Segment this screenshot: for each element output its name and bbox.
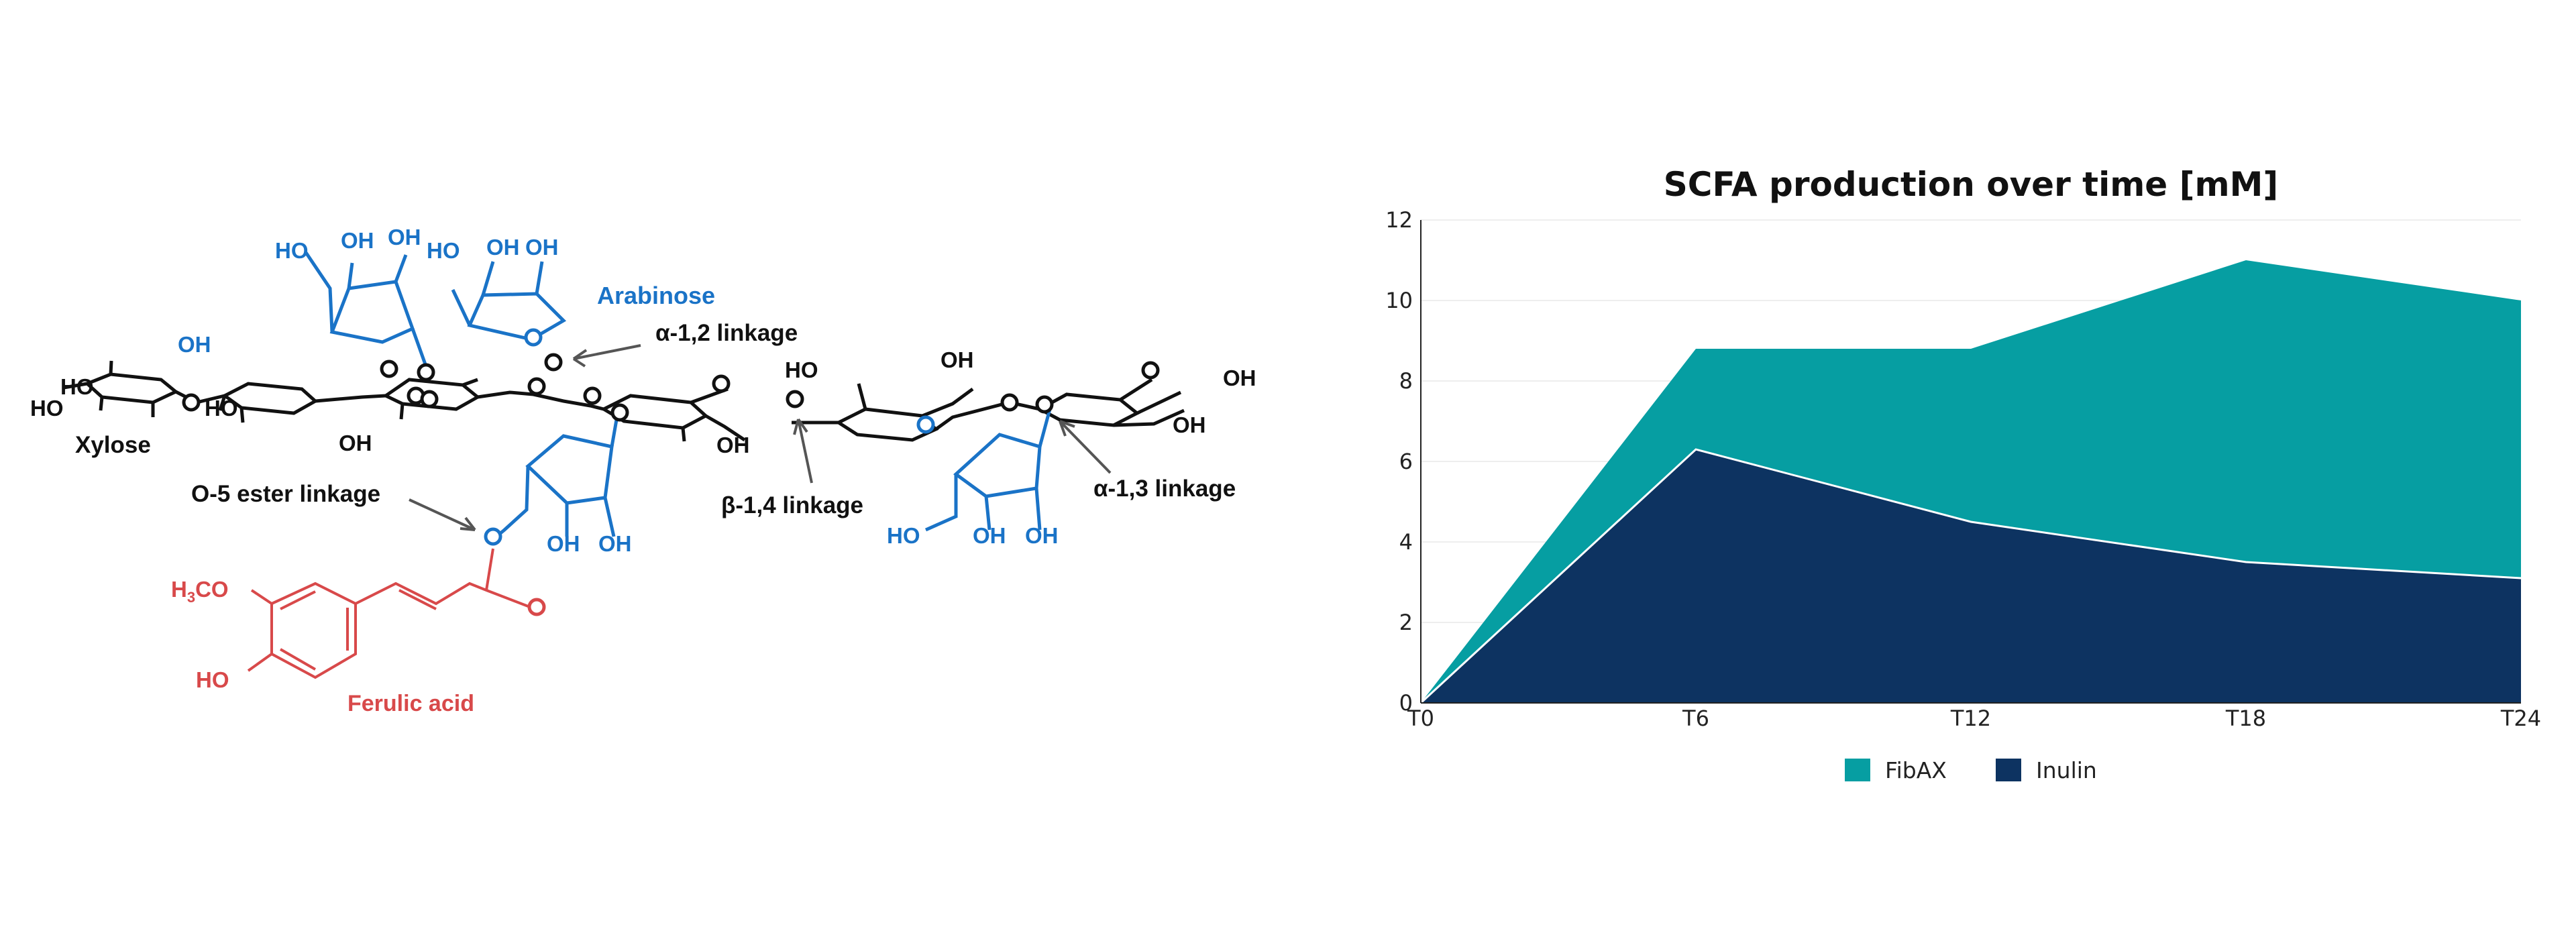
svg-text:HO: HO	[205, 396, 238, 421]
svg-text:OH: OH	[339, 431, 372, 455]
alpha-1-3-linkage-label: α-1,3 linkage	[1093, 476, 1236, 502]
svg-text:H3CO: H3CO	[171, 577, 229, 606]
arrows	[409, 344, 1112, 531]
inulin-boundary-line	[1419, 448, 2522, 704]
y-tick-label: 2	[1399, 610, 1413, 635]
arabinose-branches	[303, 250, 1052, 538]
legend-swatch	[1845, 759, 1870, 781]
y-tick-label: 12	[1385, 207, 1413, 233]
scfa-area-chart: SCFA production over time [mM] 0 2 4 6 8 10 12…	[1385, 165, 2541, 783]
svg-text:OH: OH	[1025, 523, 1059, 548]
area-inulin	[1421, 449, 2521, 703]
chart-title: SCFA production over time [mM]	[1664, 165, 2278, 204]
arabinoxylan-structure-diagram: OH HO OH OH HO OH OH HO HO HO OH HO OH O…	[30, 225, 1256, 716]
arabinose-label: Arabinose	[597, 282, 715, 309]
x-tick-label: T24	[2500, 706, 2541, 731]
svg-text:HO: HO	[275, 238, 309, 263]
chart-legend: FibAX Inulin	[1845, 757, 2097, 783]
chart-axes	[1420, 220, 2521, 704]
svg-text:HO: HO	[196, 667, 229, 692]
legend-label: Inulin	[2036, 757, 2097, 783]
y-tick-label: 6	[1399, 449, 1413, 474]
svg-text:HO: HO	[887, 523, 920, 548]
y-tick-label: 4	[1399, 529, 1413, 555]
y-tick-label: 10	[1385, 288, 1413, 313]
beta-1-4-linkage-label: β-1,4 linkage	[721, 492, 863, 518]
legend-swatch	[1996, 759, 2021, 781]
x-tick-label: T6	[1682, 706, 1709, 731]
y-tick-labels: 0 2 4 6 8 10 12	[1385, 207, 1413, 716]
legend-label: FibAX	[1885, 757, 1947, 783]
svg-text:OH: OH	[388, 225, 421, 250]
svg-text:HO: HO	[30, 396, 64, 421]
y-tick-label: 8	[1399, 368, 1413, 394]
svg-text:OH: OH	[547, 531, 580, 556]
oxygen-atoms	[182, 328, 1160, 616]
x-tick-labels: T0 T6 T12 T18 T24	[1407, 706, 2541, 731]
svg-text:OH: OH	[1173, 412, 1206, 437]
svg-text:OH: OH	[598, 531, 632, 556]
svg-text:OH: OH	[525, 235, 559, 260]
xylose-backbone	[63, 360, 1185, 442]
svg-text:OH: OH	[941, 347, 974, 372]
ferulic-acid-group	[247, 548, 531, 679]
svg-text:OH: OH	[178, 332, 211, 357]
svg-text:OH: OH	[341, 228, 374, 253]
xylose-label: Xylose	[75, 432, 151, 458]
svg-text:OH: OH	[716, 433, 750, 457]
area-fibax	[1421, 260, 2521, 703]
chart-areas	[1419, 260, 2522, 704]
y-tick-label: 0	[1399, 690, 1413, 716]
x-tick-label: T0	[1407, 706, 1434, 731]
alpha-1-2-linkage-label: α-1,2 linkage	[655, 320, 798, 346]
structure-labels: Arabinose Xylose Ferulic acid α-1,2 link…	[75, 282, 1236, 716]
svg-text:HO: HO	[60, 374, 94, 399]
o5-ester-linkage-label: O-5 ester linkage	[191, 481, 380, 507]
svg-text:OH: OH	[486, 235, 520, 260]
svg-text:HO: HO	[427, 238, 460, 263]
x-tick-label: T12	[1950, 706, 1991, 731]
ferulic-acid-label: Ferulic acid	[347, 691, 474, 716]
atom-labels: OH HO OH OH HO OH OH HO HO HO OH HO OH O…	[30, 225, 1256, 692]
svg-text:HO: HO	[785, 357, 818, 382]
svg-text:OH: OH	[973, 523, 1006, 548]
x-tick-label: T18	[2225, 706, 2266, 731]
svg-text:OH: OH	[1223, 366, 1256, 390]
